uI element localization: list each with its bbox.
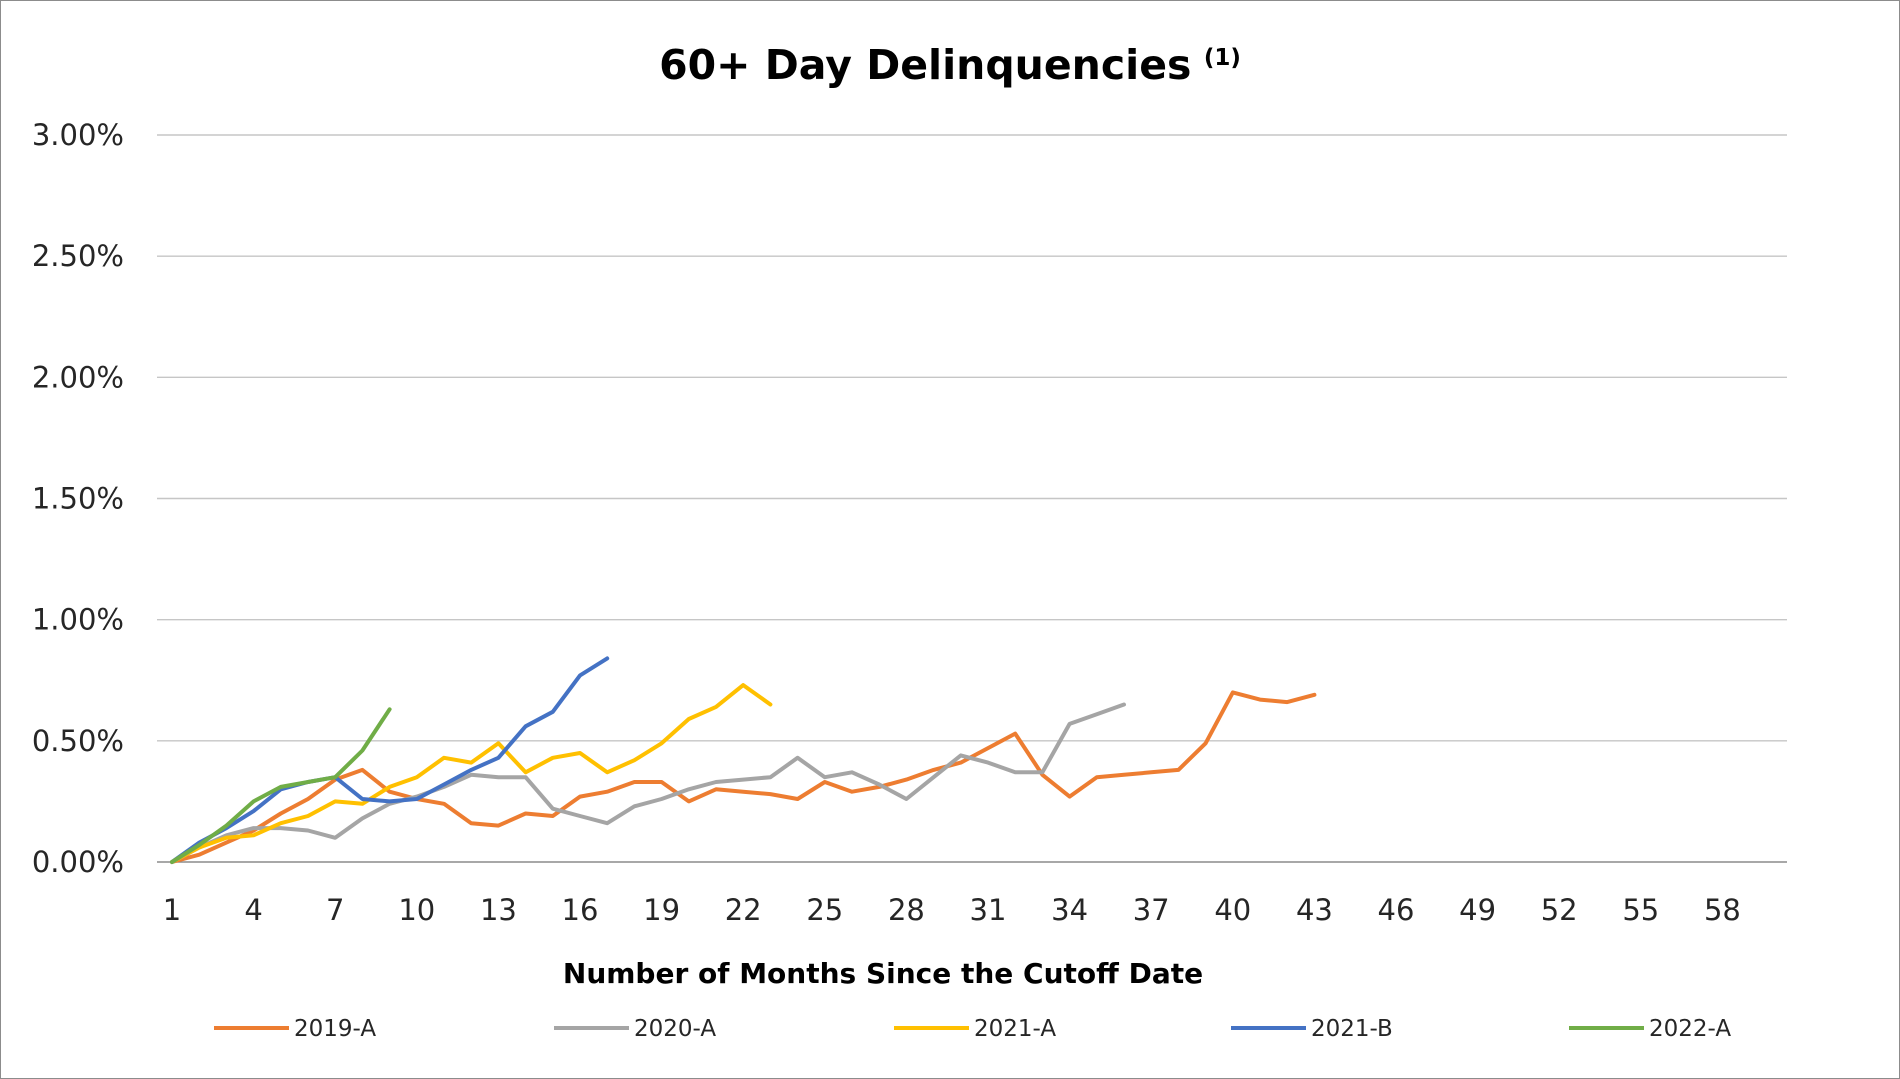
x-tick-label: 31 xyxy=(970,893,1007,927)
chart-title-superscript: (1) xyxy=(1204,45,1241,71)
y-tick-label: 2.00% xyxy=(32,360,124,394)
y-axis-ticks: 0.00% 0.50% 1.00% 1.50% 2.00% 2.50% 3.00% xyxy=(32,118,124,879)
y-tick-label: 1.50% xyxy=(32,482,124,516)
y-tick-label: 0.50% xyxy=(32,724,124,758)
x-tick-label: 34 xyxy=(1051,893,1088,927)
series-lines xyxy=(170,656,1317,864)
x-tick-label: 55 xyxy=(1622,893,1659,927)
legend-label: 2020-A xyxy=(634,1016,716,1042)
y-tick-label: 0.00% xyxy=(32,845,124,879)
x-tick-label: 52 xyxy=(1541,893,1578,927)
legend: 2019-A 2020-A 2021-A 2021-B 2022-A xyxy=(214,1016,1731,1042)
x-tick-label: 1 xyxy=(163,893,181,927)
x-tick-label: 22 xyxy=(725,893,762,927)
legend-item-2021-b: 2021-B xyxy=(1231,1016,1393,1042)
legend-label: 2019-A xyxy=(294,1016,376,1042)
x-tick-label: 46 xyxy=(1378,893,1415,927)
x-tick-label: 40 xyxy=(1214,893,1251,927)
y-tick-label: 2.50% xyxy=(32,239,124,273)
legend-label: 2022-A xyxy=(1649,1016,1731,1042)
x-tick-label: 49 xyxy=(1459,893,1496,927)
x-axis-title: Number of Months Since the Cutoff Date xyxy=(563,957,1203,990)
legend-label: 2021-B xyxy=(1311,1016,1393,1042)
series-line-2020-a xyxy=(170,702,1126,864)
chart-title-main: 60+ Day Delinquencies xyxy=(659,41,1191,89)
series-line-2021-b xyxy=(170,656,610,864)
legend-label: 2021-A xyxy=(974,1016,1056,1042)
x-tick-label: 10 xyxy=(398,893,435,927)
x-tick-label: 19 xyxy=(643,893,680,927)
y-tick-label: 3.00% xyxy=(32,118,124,152)
series-line-2021-a xyxy=(170,683,773,864)
series-line-2022-a xyxy=(170,707,392,864)
gridlines xyxy=(157,134,1787,863)
y-tick-label: 1.00% xyxy=(32,603,124,637)
x-tick-label: 43 xyxy=(1296,893,1333,927)
x-tick-label: 25 xyxy=(806,893,843,927)
x-axis-ticks: 1 4 7 10 13 16 19 22 25 28 31 34 37 40 43 46 49 52 55 58 xyxy=(163,893,1741,927)
x-tick-label: 37 xyxy=(1133,893,1170,927)
legend-item-2019-a: 2019-A xyxy=(214,1016,376,1042)
series-line-2019-a xyxy=(170,690,1317,864)
x-tick-label: 7 xyxy=(326,893,344,927)
x-tick-label: 16 xyxy=(562,893,599,927)
x-tick-label: 13 xyxy=(480,893,517,927)
chart-title: 60+ Day Delinquencies (1) xyxy=(659,41,1241,89)
x-tick-label: 28 xyxy=(888,893,925,927)
legend-item-2021-a: 2021-A xyxy=(894,1016,1056,1042)
x-tick-label: 4 xyxy=(244,893,262,927)
legend-item-2022-a: 2022-A xyxy=(1569,1016,1731,1042)
x-tick-label: 58 xyxy=(1704,893,1741,927)
legend-item-2020-a: 2020-A xyxy=(554,1016,716,1042)
